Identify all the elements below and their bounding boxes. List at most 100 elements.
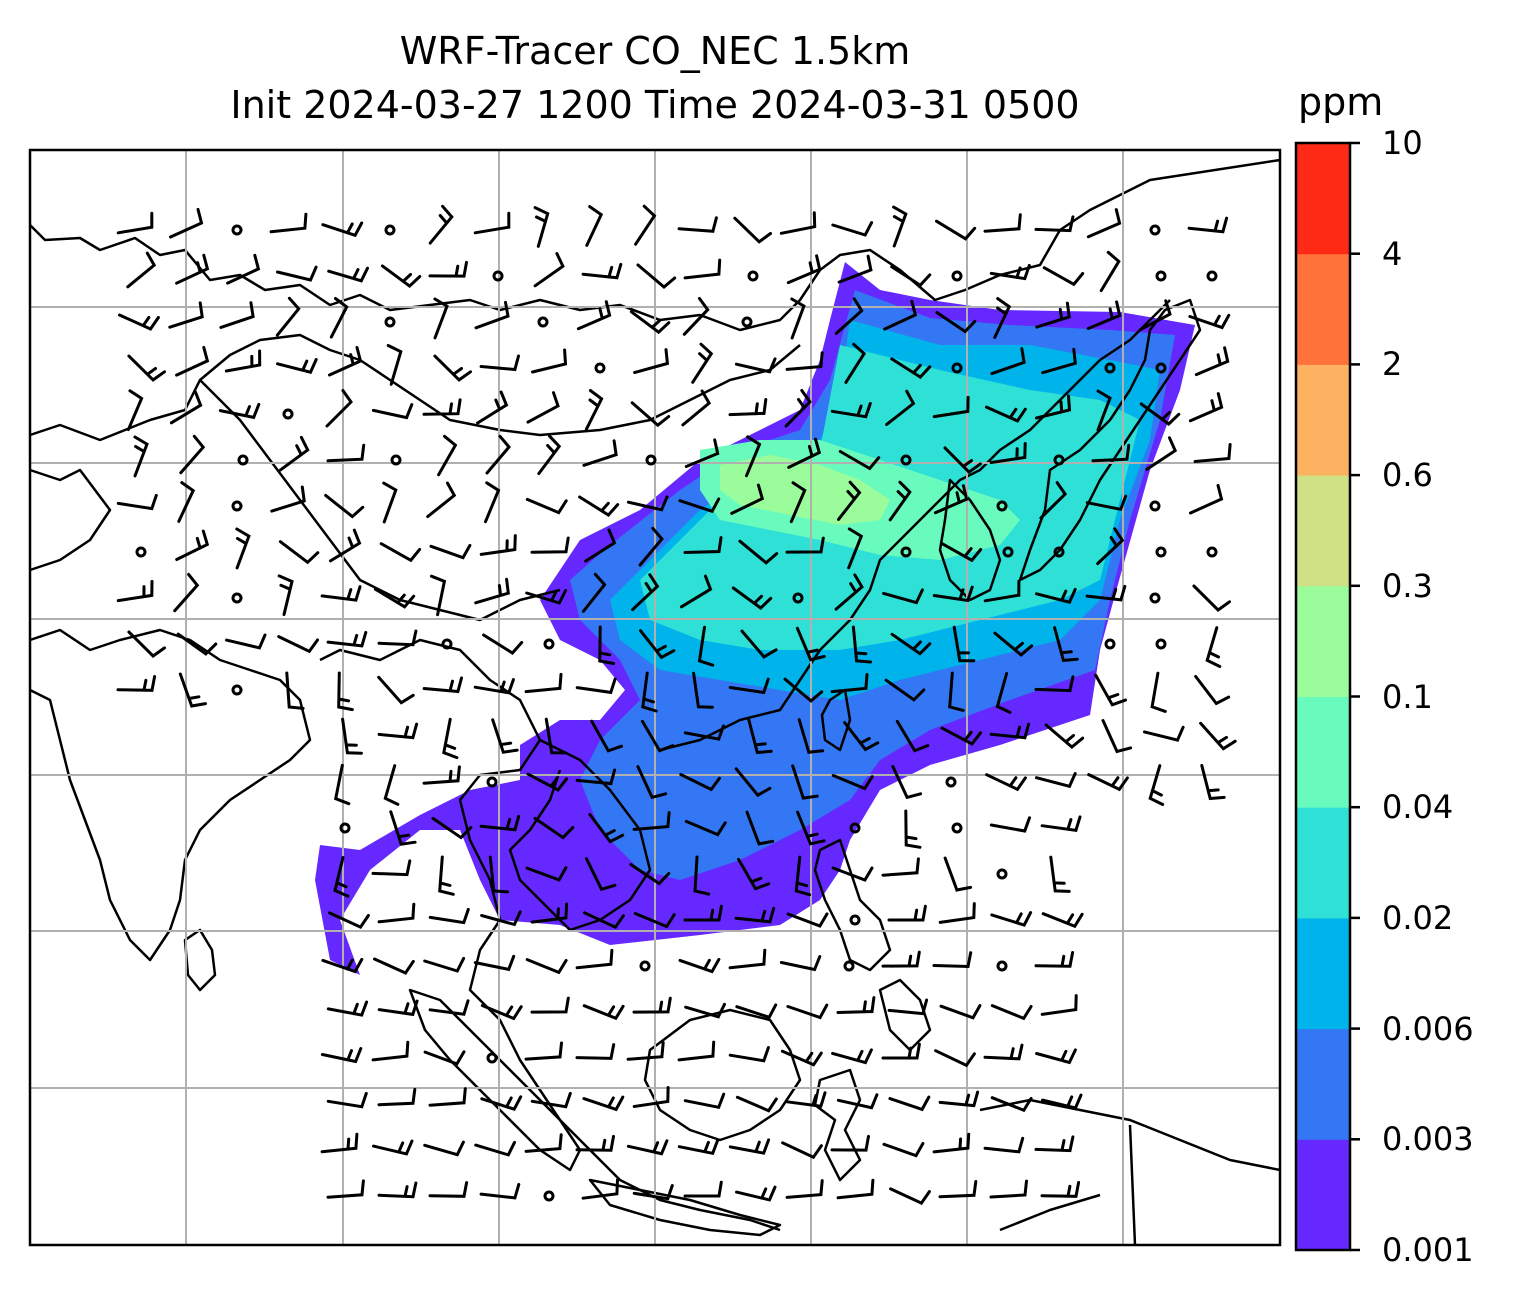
wind-barb [935,311,977,334]
wind-barb [473,678,515,695]
wind-barb [1034,675,1075,693]
colorbar-tick-label: 0.02 [1382,898,1454,937]
wind-barb [993,297,1012,339]
wind-barb [277,574,294,616]
wind-barb [990,347,1026,376]
wind-barb [326,1179,365,1199]
wind-barb [735,1095,778,1113]
calm-wind-marker [537,316,549,328]
wind-barb [341,717,363,755]
wind-barb [626,495,669,512]
wind-barb [633,912,676,929]
wind-barb [639,629,676,660]
wind-barb [1035,394,1072,420]
wind-barb [1139,402,1181,426]
wind-barb [219,301,255,329]
wind-barb [116,675,157,692]
wind-barb [785,536,825,554]
colorbar-tick-label: 10 [1382,124,1423,162]
wind-barb [218,402,261,420]
wind-barb [576,300,612,331]
colorbar-segment [1296,1139,1350,1251]
wind-barb [598,625,616,665]
wind-barb [526,772,569,792]
wind-barb [891,765,923,800]
wind-barb [636,765,668,800]
calm-wind-marker [384,224,396,236]
wind-barb [371,859,412,877]
wind-barb [851,625,872,664]
wind-barb [428,907,470,925]
wind-barb [1035,301,1071,329]
calm-wind-marker [996,868,1008,880]
wind-barb [889,1187,931,1205]
wind-barb [1199,721,1237,751]
wind-barb [831,774,874,791]
colorbar-tick-label: 0.003 [1382,1120,1474,1159]
wind-barb [883,299,918,331]
wind-barb [423,956,466,973]
calm-wind-marker [645,454,657,466]
coastline-india [29,628,312,962]
wind-barb [371,403,414,420]
wind-barb [626,1139,669,1156]
wind-barb [127,630,166,658]
wind-barb [537,434,562,476]
wind-barb [938,902,976,924]
wind-barb [380,264,422,289]
colorbar-segment [1296,807,1350,919]
wind-barb [428,1181,469,1198]
wind-barb [377,1087,417,1107]
wind-barb [677,1040,716,1062]
calm-wind-marker [1155,638,1167,650]
wind-barb [783,677,824,703]
wind-barb [728,1138,771,1155]
wind-barb [269,212,308,234]
calm-wind-marker [1053,546,1065,558]
wind-barb [1145,436,1178,471]
wind-barb [904,809,922,849]
wind-barb [533,816,575,840]
wind-barb [684,819,727,837]
wind-barb [373,957,415,975]
wind-barb [632,996,672,1014]
wind-barb [530,902,569,924]
wind-barb [525,589,568,605]
calm-wind-marker [747,270,759,282]
wind-barb [989,442,1027,464]
wind-barb [328,346,363,377]
calm-wind-marker [1149,592,1161,604]
wind-barb [983,1136,1025,1154]
calm-wind-marker [849,822,861,834]
wind-barb [1099,250,1121,293]
calm-wind-marker [441,638,453,650]
wind-barb [678,497,721,514]
wind-barb [328,911,370,929]
calm-wind-marker [390,454,402,466]
wind-barb [1044,723,1085,749]
wind-barb [631,573,660,612]
wind-barb [224,349,262,373]
wind-barb [437,434,458,477]
wind-barb [1148,764,1165,806]
calm-wind-marker [1002,546,1014,558]
wind-barb [1035,1048,1077,1065]
wind-barb [275,296,301,337]
wind-barb [581,572,607,613]
wind-barb [888,480,912,522]
wind-barb [1035,587,1077,604]
colorbar-tick-label: 2 [1382,345,1403,384]
wind-barb [530,996,570,1014]
wind-barb [544,717,568,755]
wind-barb [480,1095,523,1112]
wind-barb [585,857,617,892]
wind-barb [938,1090,980,1108]
calm-wind-marker [900,454,912,466]
wind-barb [838,450,881,471]
wind-barb [321,957,364,974]
wind-barb [590,719,623,753]
calm-wind-marker [945,776,957,788]
wind-barb [794,855,812,897]
wind-barb [1085,584,1127,602]
wind-barb [278,540,320,565]
